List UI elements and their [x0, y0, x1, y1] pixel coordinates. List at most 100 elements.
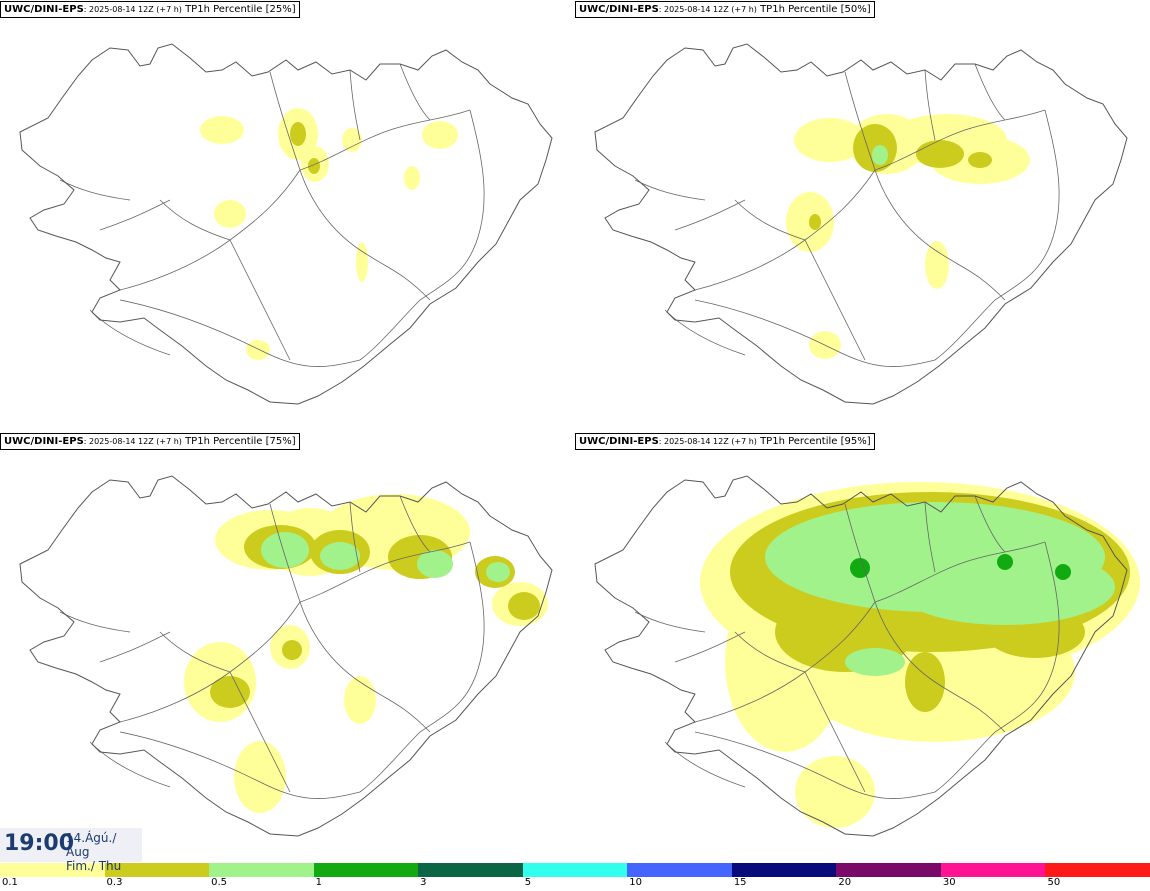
precip-blob [214, 200, 246, 228]
precip-blob [508, 592, 540, 620]
precip-blob [210, 676, 250, 708]
road-line [804, 239, 866, 361]
road-line [229, 239, 291, 361]
colorbar-tick: 30 [942, 877, 956, 888]
precip-blob [1055, 564, 1071, 580]
road-line [269, 503, 301, 603]
panel-title: UWC/DINI-EPS: 2025-08-14 12Z (+7 h) TP1h… [0, 1, 300, 18]
colorbar-tick: 0.3 [106, 877, 123, 888]
precip-colorbar [0, 863, 1150, 877]
map-panel-p75: UWC/DINI-EPS: 2025-08-14 12Z (+7 h) TP1h… [0, 432, 575, 863]
precip-blob [320, 542, 360, 570]
colorbar-tick: 0.5 [211, 877, 227, 888]
road-line [734, 199, 806, 241]
road-line [159, 631, 231, 673]
road-line [974, 495, 1006, 553]
colorbar-segment [627, 863, 732, 877]
road-line [359, 731, 421, 793]
colorbar-segment [1045, 863, 1150, 877]
colorbar-segment [522, 863, 628, 877]
road-line [994, 541, 1060, 733]
panel-title: UWC/DINI-EPS: 2025-08-14 12Z (+7 h) TP1h… [575, 433, 875, 450]
iceland-map [19, 43, 553, 405]
precip-blob [234, 741, 286, 813]
colorbar-tick: 0.1 [2, 877, 18, 888]
colorbar-segment [104, 863, 210, 877]
road-line [874, 541, 1046, 603]
road-line [844, 71, 876, 171]
precip-blob [246, 340, 270, 360]
precip-blob [404, 166, 420, 190]
precip-blob [342, 128, 362, 152]
panel-title: UWC/DINI-EPS: 2025-08-14 12Z (+7 h) TP1h… [575, 1, 875, 18]
road-line [419, 109, 485, 301]
road-line [874, 601, 1006, 733]
road-line [299, 169, 431, 301]
road-line [299, 541, 471, 603]
colorbar-tick: 15 [733, 877, 747, 888]
colorbar-segment [836, 863, 941, 877]
precip-blob [905, 652, 945, 712]
road-line [694, 731, 936, 799]
road-line [99, 631, 171, 663]
road-line [119, 731, 361, 799]
precip-blob [872, 145, 888, 165]
precip-blob [308, 158, 320, 174]
precip-blob [850, 558, 870, 578]
road-line [844, 503, 876, 603]
road-line [349, 501, 361, 573]
precip-blob [417, 550, 453, 578]
road-line [119, 299, 361, 367]
precip-blob [290, 122, 306, 146]
precip-blob [200, 116, 244, 144]
iceland-map [19, 475, 553, 837]
road-line [159, 199, 231, 241]
colorbar-segment [418, 863, 523, 877]
coastline [594, 43, 1128, 405]
precip-blob [344, 676, 376, 724]
map-panel-p50: UWC/DINI-EPS: 2025-08-14 12Z (+7 h) TP1h… [575, 0, 1150, 431]
coastline [19, 43, 553, 405]
iceland-map [594, 43, 1128, 405]
colorbar-segment [0, 863, 105, 877]
colorbar-segment [940, 863, 1046, 877]
valid-date: 14.Ágú./ Aug Fim./ Thu [66, 831, 142, 873]
precip-field [184, 494, 548, 813]
precip-blob [261, 532, 309, 568]
road-line [299, 109, 471, 171]
road-line [359, 299, 421, 361]
road-line [694, 299, 936, 367]
precip-blob [282, 640, 302, 660]
road-line [934, 299, 996, 361]
colorbar-segment [209, 863, 314, 877]
road-line [934, 731, 996, 793]
precip-blob [356, 242, 368, 282]
road-line [99, 199, 171, 231]
precip-blob [794, 118, 866, 162]
valid-time-clock: 19:00 [4, 831, 75, 856]
road-line [399, 63, 431, 121]
valid-date-line1: 14.Ágú./ Aug [66, 831, 117, 859]
coastline [594, 475, 1128, 837]
road-line [229, 671, 291, 793]
road-line [974, 63, 1006, 121]
colorbar-tick: 10 [629, 877, 642, 888]
precip-blob [809, 214, 821, 230]
coastline [19, 475, 553, 837]
iceland-map [594, 475, 1140, 837]
precip-blob [925, 241, 949, 289]
road-line [349, 69, 361, 141]
colorbar-tick: 3 [420, 877, 427, 888]
road-line [734, 631, 806, 673]
colorbar-tick: 50 [1047, 877, 1061, 888]
road-line [874, 169, 1006, 301]
road-line [924, 69, 936, 141]
colorbar-tick-labels: 0.1 0.3 0.5 1 3 5 10 15 20 30 50 [0, 877, 1150, 891]
valid-date-line2: Fim./ Thu [66, 859, 122, 873]
precip-blob [997, 554, 1013, 570]
road-line [994, 109, 1060, 301]
road-line [674, 631, 746, 663]
colorbar-segment [731, 863, 837, 877]
precip-blob [968, 152, 992, 168]
road-line [269, 71, 301, 171]
